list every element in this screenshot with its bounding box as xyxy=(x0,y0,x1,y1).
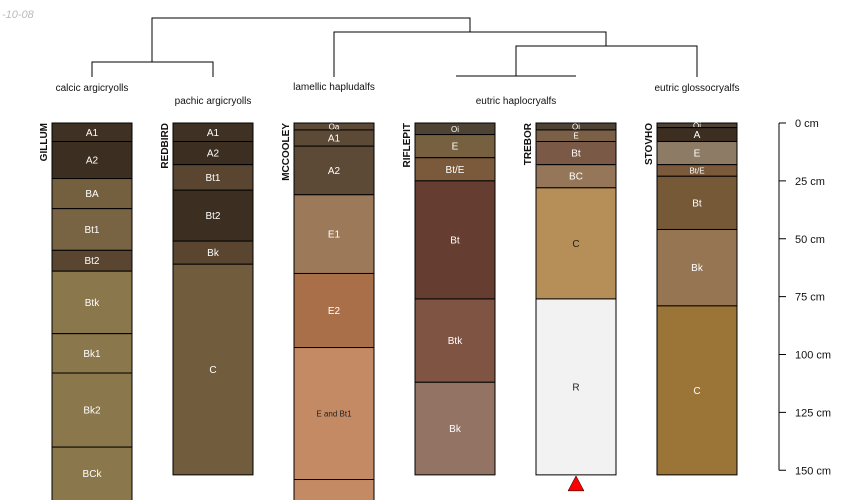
profile-trebor: OiE Bt BC C R xyxy=(535,122,617,492)
horizon-label: E2 xyxy=(328,306,341,317)
horizon-label: E xyxy=(452,142,459,153)
horizon-label: A2 xyxy=(207,149,220,160)
horizon-mccooley-e-and-bt1 xyxy=(293,347,375,481)
bottom-marker-triangle xyxy=(567,475,585,492)
soil-profiles: A1 A2 BA Bt1 Bt2 Btk Bk1 Bk2 BCk A1 A2 Bt1 Bt2 Bk C Oa A… xyxy=(51,121,738,500)
horizon-label: E and Bt1 xyxy=(316,410,352,419)
horizon-label: Bk xyxy=(449,424,462,435)
horizon-gillum-ba xyxy=(51,178,133,210)
horizon-label: E xyxy=(573,132,578,141)
profile-name-mccooley: MCCOOLEY xyxy=(281,123,292,181)
horizon-label: BC xyxy=(569,172,583,183)
horizon-trebor-c xyxy=(535,187,617,300)
horizon-label: BA xyxy=(85,189,99,200)
horizon-stovho-c xyxy=(656,305,738,476)
horizon-label: Oa xyxy=(329,122,340,131)
horizon-label: Bk2 xyxy=(83,406,101,417)
horizon-gillum-bk2 xyxy=(51,372,133,448)
profile-names: GILLUM REDBIRD MCCOOLEY RIFLEPIT TREBOR … xyxy=(39,122,655,181)
depth-tick-label: 100 cm xyxy=(795,350,831,362)
horizon-riflepit-bk xyxy=(414,381,496,476)
horizon-label: Bk1 xyxy=(83,349,101,360)
horizon-label: Bt2 xyxy=(205,211,220,222)
depth-tick-label: 0 cm xyxy=(795,118,819,130)
horizon-gillum-bck xyxy=(51,446,133,500)
depth-tick-label: 50 cm xyxy=(795,234,825,246)
horizon-label: A xyxy=(694,130,701,141)
dendrogram-root-link xyxy=(151,17,471,62)
horizon-label: Oi xyxy=(693,121,701,130)
profile-name-stovho: STOVHO xyxy=(644,123,655,165)
horizon-label: A2 xyxy=(328,166,341,177)
horizon-label: Bt1 xyxy=(84,225,99,236)
horizon-label: Bt2 xyxy=(84,256,99,267)
dendrogram-calcic-pachic-link xyxy=(91,61,214,77)
horizon-label: Bk xyxy=(691,263,704,274)
horizon-label: Bt xyxy=(450,235,460,246)
watermark-text: -10-08 xyxy=(2,9,35,21)
horizon-mccooley-e2 xyxy=(293,272,375,349)
dendrogram-alfisol-link xyxy=(333,31,607,77)
horizon-trebor-r xyxy=(535,298,617,476)
horizon-label: BCk xyxy=(83,469,103,480)
horizon-label: Btk xyxy=(85,298,100,309)
group-label-eutric-glossocryalfs: eutric glossocryalfs xyxy=(654,83,739,94)
depth-tick-label: 125 cm xyxy=(795,407,831,419)
horizon-gillum-bt1 xyxy=(51,208,133,251)
horizon-label: Bt xyxy=(692,198,702,209)
profile-name-riflepit: RIFLEPIT xyxy=(402,123,413,167)
depth-tick-label: 150 cm xyxy=(795,465,831,477)
group-label-eutric-haplocryalfs: eutric haplocryalfs xyxy=(476,96,557,107)
horizon-label: Oi xyxy=(572,122,580,131)
depth-tick-label: 75 cm xyxy=(795,292,825,304)
horizon-label: Bt xyxy=(571,149,581,160)
horizon-label: A1 xyxy=(328,134,341,145)
profile-redbird: A1 A2 Bt1 Bt2 Bk C xyxy=(172,122,254,476)
horizon-redbird-bt1 xyxy=(172,164,254,191)
horizon-label: Oi xyxy=(451,125,459,134)
profile-mccooley: Oa A1 A2 E1 E2 E and Bt1 xyxy=(293,122,375,500)
horizon-redbird-c xyxy=(172,263,254,476)
horizon-label: Btk xyxy=(448,336,463,347)
profile-name-redbird: REDBIRD xyxy=(160,123,171,169)
profile-name-gillum: GILLUM xyxy=(39,123,50,161)
horizon-stovho-bt xyxy=(656,175,738,230)
dendrogram-cryalf-link xyxy=(515,45,698,77)
horizon-label: C xyxy=(209,365,216,376)
horizon-label: R xyxy=(572,382,579,393)
profile-gillum: A1 A2 BA Bt1 Bt2 Btk Bk1 Bk2 BCk xyxy=(51,122,133,500)
horizon-label: E1 xyxy=(328,230,341,241)
horizon-label: A2 xyxy=(86,156,99,167)
profile-name-trebor: TREBOR xyxy=(523,122,534,165)
depth-axis: 0 cm 25 cm 50 cm 75 cm 100 cm 125 cm 150 cm xyxy=(778,118,831,477)
horizon-label: Bt/E xyxy=(446,165,465,176)
group-label-calcic-argicryolls: calcic argicryolls xyxy=(56,83,129,94)
horizon-mccooley-unnamed-6 xyxy=(293,479,375,500)
depth-tick-label: 25 cm xyxy=(795,176,825,188)
horizon-label: C xyxy=(693,386,700,397)
group-labels: calcic argicryolls pachic argicryolls la… xyxy=(56,82,740,107)
horizon-riflepit-btk xyxy=(414,298,496,383)
group-label-pachic-argicryolls: pachic argicryolls xyxy=(175,96,252,107)
dendrogram xyxy=(91,17,698,77)
horizon-riflepit-bt xyxy=(414,180,496,300)
horizon-label: Bt/E xyxy=(689,166,704,175)
horizon-label: Bk xyxy=(207,248,220,259)
horizon-label: A1 xyxy=(207,128,220,139)
horizon-label: E xyxy=(694,149,701,160)
profile-riflepit: Oi E Bt/E Bt Btk Bk xyxy=(414,122,496,476)
horizon-redbird-bt2 xyxy=(172,189,254,242)
horizon-label: Bt1 xyxy=(205,173,220,184)
horizon-label: A1 xyxy=(86,128,99,139)
group-label-lamellic-hapludalfs: lamellic hapludalfs xyxy=(293,82,375,93)
horizon-label: C xyxy=(572,239,579,250)
